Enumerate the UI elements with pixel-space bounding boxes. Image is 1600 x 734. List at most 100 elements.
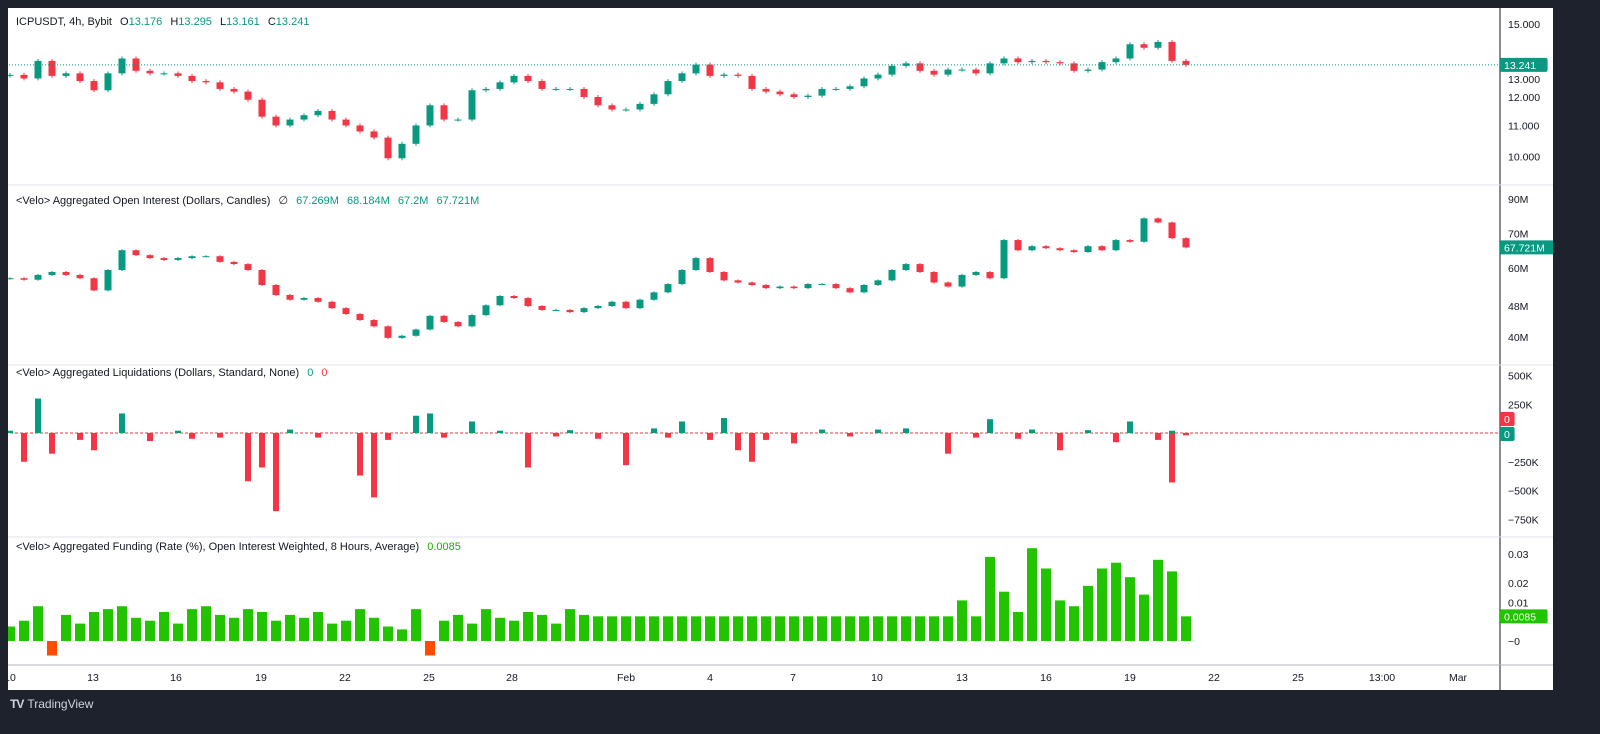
liq-long-badge: 0 <box>1504 414 1510 426</box>
funding-bar <box>1125 577 1135 641</box>
liquidation-bar <box>707 433 713 440</box>
liquidation-bar <box>273 433 279 512</box>
candle-body <box>762 88 770 92</box>
candle-body <box>594 305 602 309</box>
liquidation-bar <box>49 433 55 454</box>
liq-axis-tick: −250K <box>1508 457 1539 469</box>
low-label: L <box>220 16 227 28</box>
funding-bar <box>649 616 659 641</box>
liquidation-bar <box>973 433 979 438</box>
candle-body <box>454 321 462 327</box>
time-axis-tick: 13 <box>87 672 99 684</box>
funding-bar <box>481 609 491 641</box>
funding-bar <box>257 612 267 641</box>
candle-body <box>342 119 350 126</box>
candle-body <box>202 256 210 258</box>
liq-legend: <Velo> Aggregated Liquidations (Dollars,… <box>16 367 333 379</box>
funding-bar <box>1097 568 1107 641</box>
funding-bar <box>901 616 911 641</box>
funding-bar <box>789 616 799 641</box>
high-label: H <box>170 16 179 28</box>
liquidation-bar <box>357 433 363 476</box>
candle-body <box>468 90 476 120</box>
hidden-values-icon[interactable]: ∅ <box>278 195 289 207</box>
candle-body <box>664 81 672 95</box>
funding-bar <box>537 614 547 641</box>
funding-bar <box>103 609 113 641</box>
funding-bar <box>1041 568 1051 641</box>
time-axis-tick: 19 <box>1124 672 1136 684</box>
funding-bar <box>621 616 631 641</box>
funding-bar <box>551 623 561 641</box>
candle-body <box>860 284 868 293</box>
candle-body <box>90 278 98 291</box>
last-price-badge-bg <box>1500 57 1548 72</box>
time-axis-tick: 4 <box>707 672 713 684</box>
oi-legend: <Velo> Aggregated Open Interest (Dollars… <box>16 194 484 207</box>
chart-panel[interactable]: 13.241 15.000 13.000 12.000 11.000 10.000 67.7… <box>8 8 1553 690</box>
funding-bar <box>1027 548 1037 641</box>
candle-body <box>384 137 392 159</box>
candle-body <box>622 109 630 111</box>
candle-body <box>874 74 882 79</box>
funding-bar <box>761 616 771 641</box>
candle-body <box>776 286 784 289</box>
liquidation-bar <box>119 413 125 433</box>
funding-bar <box>887 616 897 641</box>
liquidation-bar <box>595 433 601 439</box>
liquidation-bar <box>1015 433 1021 439</box>
funding-title[interactable]: <Velo> Aggregated Funding (Rate (%), Ope… <box>16 541 420 553</box>
candle-body <box>818 284 826 286</box>
candle-body <box>8 278 14 280</box>
candle-body <box>1126 240 1134 242</box>
oi-title[interactable]: <Velo> Aggregated Open Interest (Dollars… <box>16 195 271 207</box>
funding-bar <box>313 612 323 641</box>
candle-body <box>146 70 154 74</box>
candle-body <box>76 274 84 279</box>
candle-body <box>426 315 434 330</box>
symbol-label[interactable]: ICPUSDT, 4h, Bybit <box>16 16 112 28</box>
liq-short-badge: 0 <box>1504 429 1510 441</box>
time-axis-tick: 10 <box>871 672 883 684</box>
funding-bar <box>1181 616 1191 641</box>
candle-body <box>748 75 756 89</box>
liquidation-bar <box>175 430 181 433</box>
funding-bar <box>985 556 995 641</box>
price-axis-tick: 12.000 <box>1508 92 1540 104</box>
candle-body <box>454 119 462 121</box>
funding-bar <box>75 623 85 641</box>
candle-body <box>1042 246 1050 249</box>
funding-bar <box>89 612 99 641</box>
funding-axis-tick: 0.03 <box>1508 549 1529 561</box>
candle-body <box>552 88 560 90</box>
funding-bar <box>1167 571 1177 641</box>
price-axis-tick: 15.000 <box>1508 19 1540 31</box>
liquidation-bar <box>259 433 265 468</box>
liq-title[interactable]: <Velo> Aggregated Liquidations (Dollars,… <box>16 367 300 379</box>
candle-body <box>608 301 616 306</box>
candle-body <box>48 272 56 275</box>
candle-body <box>258 99 266 117</box>
candle-body <box>1070 63 1078 71</box>
candle-body <box>300 298 308 300</box>
candle-body <box>930 70 938 75</box>
candle-body <box>566 309 574 313</box>
time-axis-tick: 16 <box>1040 672 1052 684</box>
chart-canvas[interactable]: 13.241 15.000 13.000 12.000 11.000 10.000 67.7… <box>8 8 1553 690</box>
funding-bar <box>775 616 785 641</box>
candle-body <box>1098 246 1106 251</box>
funding-bar <box>341 620 351 641</box>
funding-bar <box>299 617 309 641</box>
close-group: C13.241 <box>268 16 310 28</box>
candle-body <box>412 329 420 336</box>
oi-high: 68.184M <box>346 195 390 207</box>
candle-body <box>174 258 182 260</box>
liquidation-bar <box>665 433 671 438</box>
funding-bar <box>1083 585 1093 641</box>
funding-bar <box>705 616 715 641</box>
candle-body <box>244 264 252 270</box>
candle-body <box>622 301 630 309</box>
candle-body <box>1084 69 1092 71</box>
liquidation-bar <box>651 428 657 433</box>
liquidation-bar <box>371 433 377 498</box>
